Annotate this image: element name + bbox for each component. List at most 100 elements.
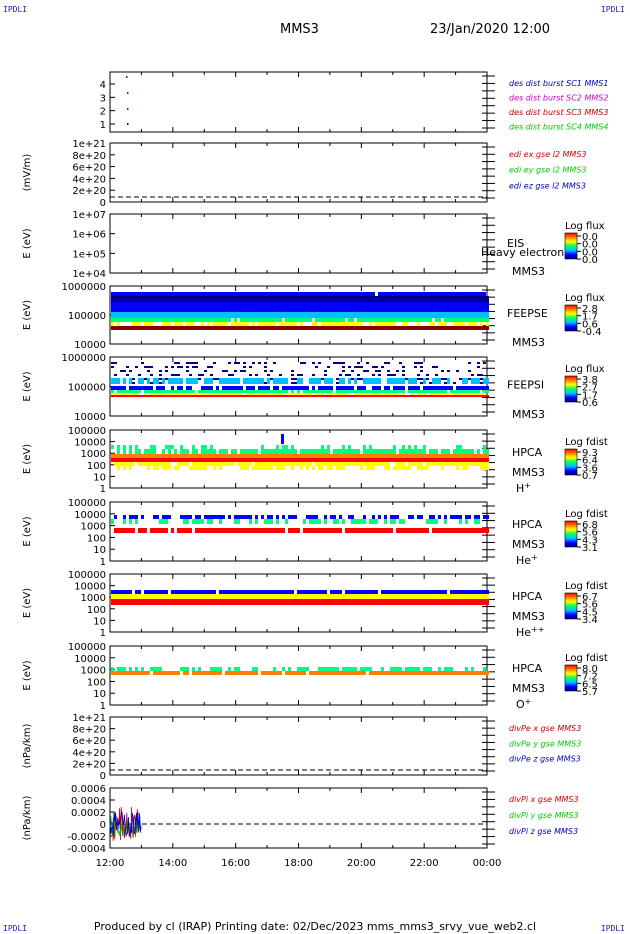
spectrogram-bin [246, 378, 249, 384]
spectrogram-bin [279, 292, 282, 296]
spectrogram-bin [327, 395, 330, 397]
spectrogram-bin [135, 395, 138, 397]
spectrogram-bin [372, 671, 375, 675]
spectrogram-bin [468, 590, 471, 594]
spectrogram-bin [192, 590, 195, 594]
spectrogram-bin [378, 312, 381, 318]
spectrogram-bin [159, 519, 162, 524]
spectrogram-bin [318, 667, 321, 671]
spectrogram-bin [396, 458, 399, 462]
spectrogram-bin [210, 374, 213, 376]
spectrogram-bin [141, 671, 144, 675]
spectrogram-bin [120, 296, 123, 302]
spectrogram-bin [222, 378, 225, 384]
spectrogram-bin [132, 292, 135, 296]
spectrogram-bin [447, 386, 450, 390]
spectrogram-bin [243, 292, 246, 296]
y-tick-label: 2e+20 [72, 759, 106, 770]
spectrogram-bin [405, 378, 408, 380]
y-axis-label: E (eV) [22, 371, 33, 401]
spectrogram-bin [399, 390, 402, 393]
spectrogram-bin [405, 458, 408, 462]
spectrogram-bin [123, 296, 126, 302]
spectrogram-bin [420, 318, 423, 322]
spectrogram-bin [438, 302, 441, 312]
panel-frame [109, 787, 488, 849]
spectrogram-bin [348, 386, 351, 390]
spectrogram-bin [438, 671, 441, 675]
y-tick-label: 10000 [74, 582, 106, 593]
spectrogram-bin [315, 515, 318, 519]
spectrogram-bin [465, 528, 468, 533]
spectrogram-bin [156, 326, 159, 330]
spectrogram-bin [192, 378, 195, 384]
spectrogram-bin [312, 671, 315, 675]
spectrogram-bin [315, 594, 318, 599]
spectrogram-bin [486, 390, 489, 393]
spectrogram-bin [270, 318, 273, 322]
spectrogram-bin [168, 395, 171, 397]
spectrogram-bin [462, 378, 465, 384]
colorbar-tick-label: 0.6 [582, 398, 598, 409]
spectrogram-bin [420, 466, 423, 470]
spectrogram-bin [321, 449, 324, 454]
spectrogram-bin [273, 318, 276, 322]
spectrogram-bin [186, 590, 189, 594]
spectrogram-bin [258, 390, 261, 393]
spectrogram-bin [315, 528, 318, 533]
spectrogram-bin [462, 296, 465, 302]
spectrogram-bin [339, 594, 342, 599]
spectrogram-bin [228, 462, 231, 466]
spectrogram-bin [165, 462, 168, 466]
spectrogram-bin [246, 395, 249, 397]
spectrogram-bin [408, 590, 411, 594]
spectrogram-bin [318, 378, 321, 384]
spectrogram-bin [444, 458, 447, 462]
spectrogram-bin [396, 454, 399, 458]
spectrogram-bin [336, 393, 339, 395]
spectrogram-bin [195, 296, 198, 302]
spectrogram-bin [114, 326, 117, 330]
spectrogram-bin [198, 454, 201, 458]
spectrogram-bin [321, 296, 324, 302]
spectrogram-bin [444, 292, 447, 296]
spectrogram-bin [375, 312, 378, 318]
spectrogram-bin [237, 312, 240, 318]
spectrogram-bin [333, 393, 336, 395]
spectrogram-bin [117, 462, 120, 466]
spectrogram-bin [246, 390, 249, 393]
spectrogram-bin [228, 454, 231, 458]
spectrogram-bin [354, 322, 357, 326]
spectrogram-bin [117, 386, 120, 390]
spectrogram-bin [438, 599, 441, 605]
spectrogram-bin [174, 322, 177, 326]
spectrogram-bin [447, 302, 450, 312]
spectrogram-bin [393, 594, 396, 599]
spectrogram-bin [234, 599, 237, 605]
spectrogram-bin [330, 395, 333, 397]
spectrogram-bin [363, 671, 366, 675]
spectrogram-bin [174, 395, 177, 397]
spectrogram-bin [372, 312, 375, 318]
corner-label-bottom-left: IPDLI [3, 924, 28, 933]
spectrogram-bin [372, 599, 375, 605]
spectrogram-bin [186, 370, 189, 372]
spectrogram-bin [210, 528, 213, 533]
spectrogram-bin [303, 393, 306, 395]
spectrogram-bin [357, 318, 360, 322]
spectrogram-bin [360, 466, 363, 470]
spectrogram-bin [438, 386, 441, 390]
spectrogram-bin [369, 590, 372, 594]
spectrogram-bin [429, 393, 432, 395]
spectrogram-bin [237, 302, 240, 312]
spectrogram-bin [399, 528, 402, 533]
spectrogram-bin [183, 312, 186, 318]
spectrogram-bin [240, 326, 243, 330]
spectrogram-bin [387, 326, 390, 330]
spectrogram-bin [393, 312, 396, 318]
spectrogram-bin [207, 671, 210, 675]
spectrogram-bin [123, 515, 126, 519]
spectrogram-bin [228, 671, 231, 675]
spectrogram-bin [225, 302, 228, 312]
spectrogram-bin [303, 599, 306, 605]
